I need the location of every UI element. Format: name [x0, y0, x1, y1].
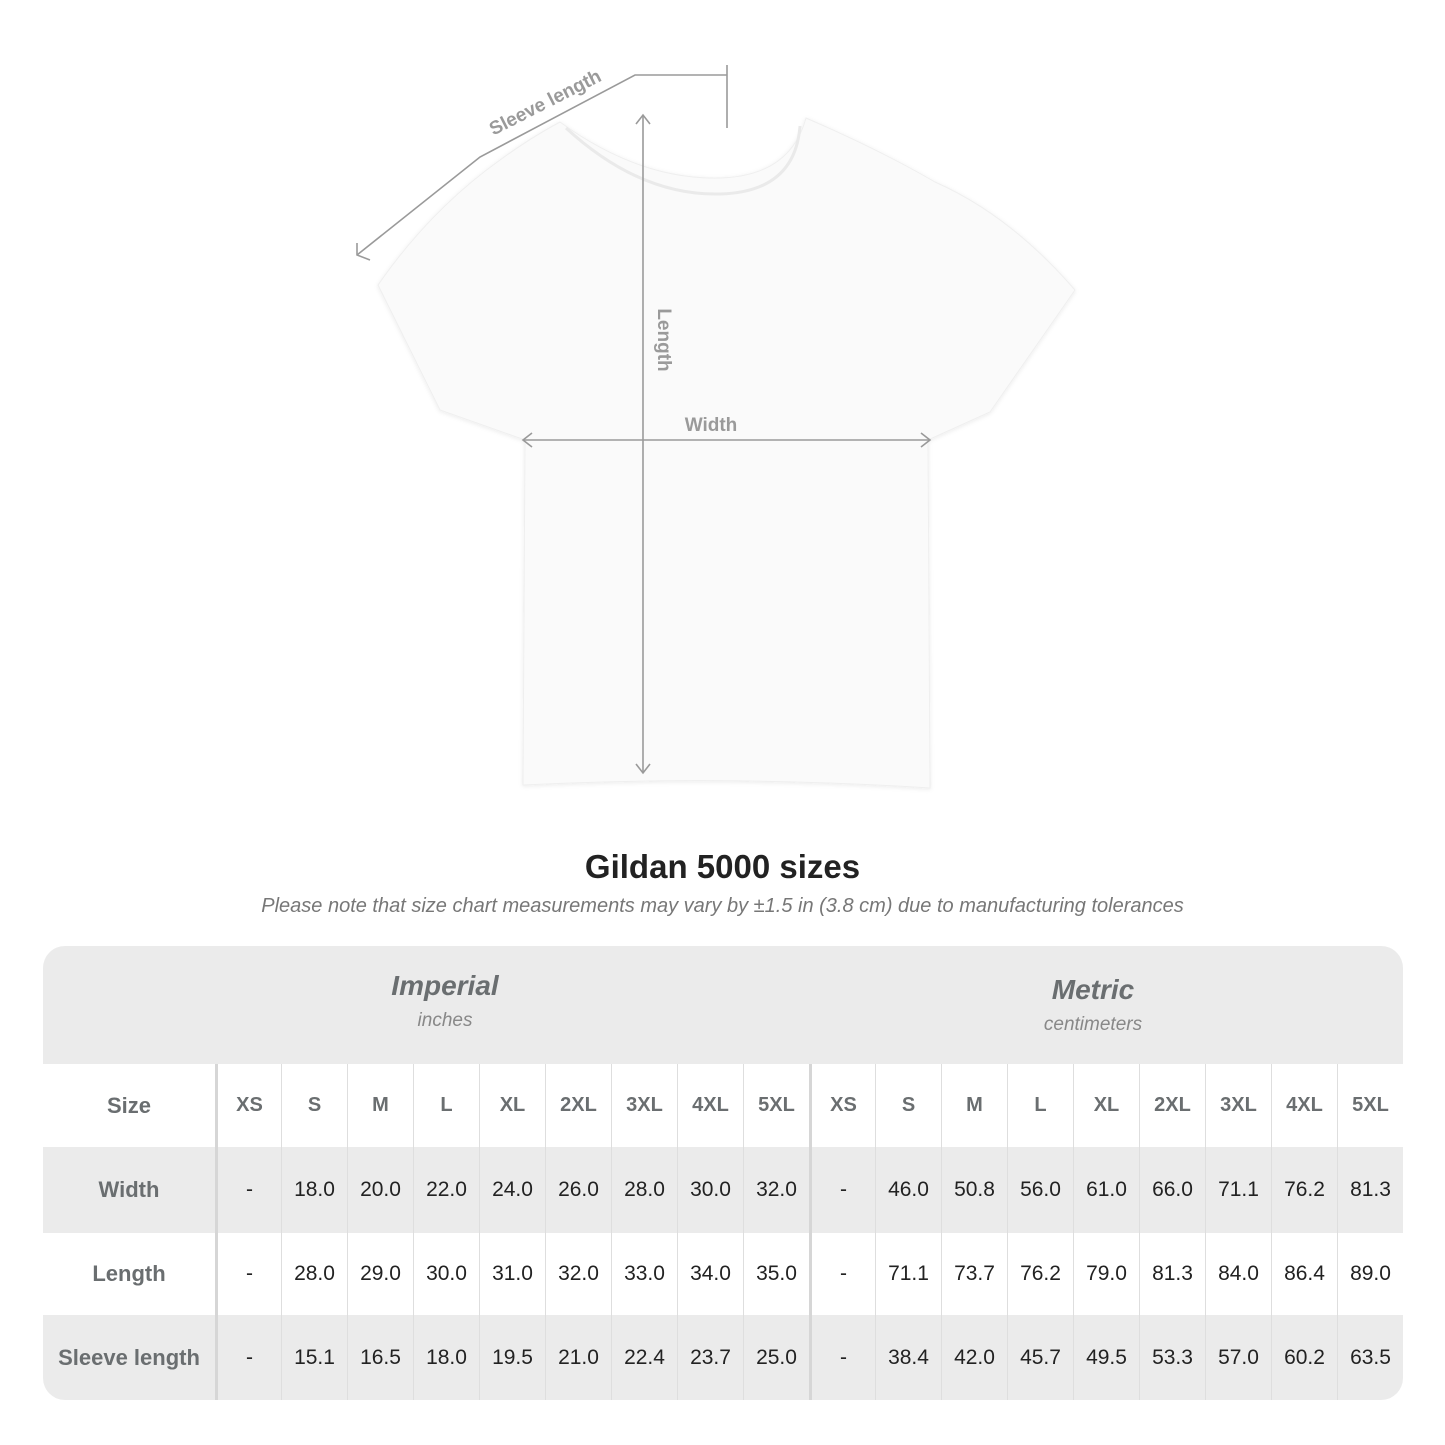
size-header-cell: 3XL — [611, 1064, 677, 1147]
size-header-cell: 4XL — [1271, 1064, 1337, 1147]
table-cell: 73.7 — [941, 1233, 1007, 1315]
table-cell: 32.0 — [545, 1233, 611, 1315]
table-cell: 49.5 — [1073, 1315, 1139, 1400]
table-row: Width -18.0 20.0 22.0 24.0 26.0 28.0 30.0 32.0-4… — [43, 1147, 1403, 1233]
imperial-title: Imperial — [391, 970, 499, 1001]
table-cell: 79.0 — [1073, 1233, 1139, 1315]
tshirt-shape — [377, 117, 1076, 789]
table-cell: 53.3 — [1139, 1315, 1205, 1400]
table-row: Length -28.0 29.0 30.0 31.0 32.0 33.0 34.0 35.0-… — [43, 1233, 1403, 1315]
table-cell: 16.5 — [347, 1315, 413, 1400]
table-cell: 28.0 — [281, 1233, 347, 1315]
table-cell: 33.0 — [611, 1233, 677, 1315]
table-cell: 34.0 — [677, 1233, 743, 1315]
table-cell: 50.8 — [941, 1147, 1007, 1233]
table-cell: 31.0 — [479, 1233, 545, 1315]
table-cell: 76.2 — [1271, 1147, 1337, 1233]
table-cell: - — [215, 1147, 281, 1233]
table-cell: 61.0 — [1073, 1147, 1139, 1233]
table-cell: - — [215, 1233, 281, 1315]
table-cell: 15.1 — [281, 1315, 347, 1400]
table-cell: 18.0 — [281, 1147, 347, 1233]
table-header-band: Imperial inches Metric centimeters — [43, 946, 1403, 1064]
table-cell: 30.0 — [677, 1147, 743, 1233]
table-cell: 22.4 — [611, 1315, 677, 1400]
metric-header: Metric centimeters — [843, 974, 1343, 1036]
imperial-unit: inches — [417, 1010, 473, 1031]
table-cell: 71.1 — [875, 1233, 941, 1315]
table-cell: 21.0 — [545, 1315, 611, 1400]
table-cell: 81.3 — [1337, 1147, 1403, 1233]
table-cell: 26.0 — [545, 1147, 611, 1233]
metric-unit: centimeters — [1043, 1014, 1143, 1035]
sleeve-measure-line — [356, 74, 727, 256]
row-label: Width — [98, 1177, 160, 1202]
tolerance-note: Please note that size chart measurements… — [261, 895, 1184, 917]
table-cell: 24.0 — [479, 1147, 545, 1233]
size-header-cell: 3XL — [1205, 1064, 1271, 1147]
table-cell: 23.7 — [677, 1315, 743, 1400]
size-header-cell: 2XL — [1139, 1064, 1205, 1147]
table-cell: 89.0 — [1337, 1233, 1403, 1315]
size-header-cell: L — [413, 1064, 479, 1147]
size-header-cell: XL — [1073, 1064, 1139, 1147]
size-header-cell: 2XL — [545, 1064, 611, 1147]
table-cell: 81.3 — [1139, 1233, 1205, 1315]
table-cell: 35.0 — [743, 1233, 809, 1315]
table-cell: 76.2 — [1007, 1233, 1073, 1315]
table-cell: 22.0 — [413, 1147, 479, 1233]
size-header-cell: XS — [809, 1064, 875, 1147]
row-label: Size — [106, 1092, 152, 1118]
size-header-cell: 4XL — [677, 1064, 743, 1147]
size-header-cell: 5XL — [743, 1064, 809, 1147]
size-header-cell: XL — [479, 1064, 545, 1147]
table-cell: - — [809, 1315, 875, 1400]
table-cell: 46.0 — [875, 1147, 941, 1233]
imperial-header: Imperial inches — [195, 970, 695, 1032]
length-label: Length — [653, 308, 674, 371]
table-cell: 38.4 — [875, 1315, 941, 1400]
table-cell: 45.7 — [1007, 1315, 1073, 1400]
table-cell: 30.0 — [413, 1233, 479, 1315]
table-row: Sleeve length -15.1 16.5 18.0 19.5 21.0 22.4 23… — [43, 1315, 1403, 1400]
table-cell: 20.0 — [347, 1147, 413, 1233]
row-label: Sleeve length — [58, 1344, 200, 1370]
table-cell: 18.0 — [413, 1315, 479, 1400]
table-cell: 56.0 — [1007, 1147, 1073, 1233]
table-cell: 29.0 — [347, 1233, 413, 1315]
size-table: Imperial inches Metric centimeters Size X… — [43, 946, 1403, 1400]
table-cell: 32.0 — [743, 1147, 809, 1233]
table-cell: 86.4 — [1271, 1233, 1337, 1315]
row-label: Length — [92, 1261, 166, 1286]
table-cell: - — [809, 1233, 875, 1315]
size-header-cell: L — [1007, 1064, 1073, 1147]
page-title: Gildan 5000 sizes — [584, 848, 861, 885]
table-cell: 63.5 — [1337, 1315, 1403, 1400]
size-header-cell: M — [941, 1064, 1007, 1147]
table-cell: - — [215, 1315, 281, 1400]
table-cell: 84.0 — [1205, 1233, 1271, 1315]
table-cell: 42.0 — [941, 1315, 1007, 1400]
table-cell: 57.0 — [1205, 1315, 1271, 1400]
size-header-cell: XS — [215, 1064, 281, 1147]
table-cell: 25.0 — [743, 1315, 809, 1400]
table-cell: 71.1 — [1205, 1147, 1271, 1233]
size-header-cell: S — [281, 1064, 347, 1147]
size-header-cell: M — [347, 1064, 413, 1147]
table-cell: 28.0 — [611, 1147, 677, 1233]
size-header-cell: 5XL — [1337, 1064, 1403, 1147]
sleeve-label: Sleeve length — [486, 66, 605, 140]
metric-title: Metric — [1051, 974, 1135, 1005]
size-header-row: Size XS S M L XL 2XL 3XL 4XL 5XL XS S M L XL 2XL 3XL 4XL 5… — [43, 1064, 1403, 1147]
size-header-cell: S — [875, 1064, 941, 1147]
tshirt-diagram: Sleeve length Length Width — [356, 65, 1076, 789]
table-cell: 60.2 — [1271, 1315, 1337, 1400]
table-cell: 66.0 — [1139, 1147, 1205, 1233]
table-cell: - — [809, 1147, 875, 1233]
width-label: Width — [685, 415, 738, 436]
table-cell: 19.5 — [479, 1315, 545, 1400]
